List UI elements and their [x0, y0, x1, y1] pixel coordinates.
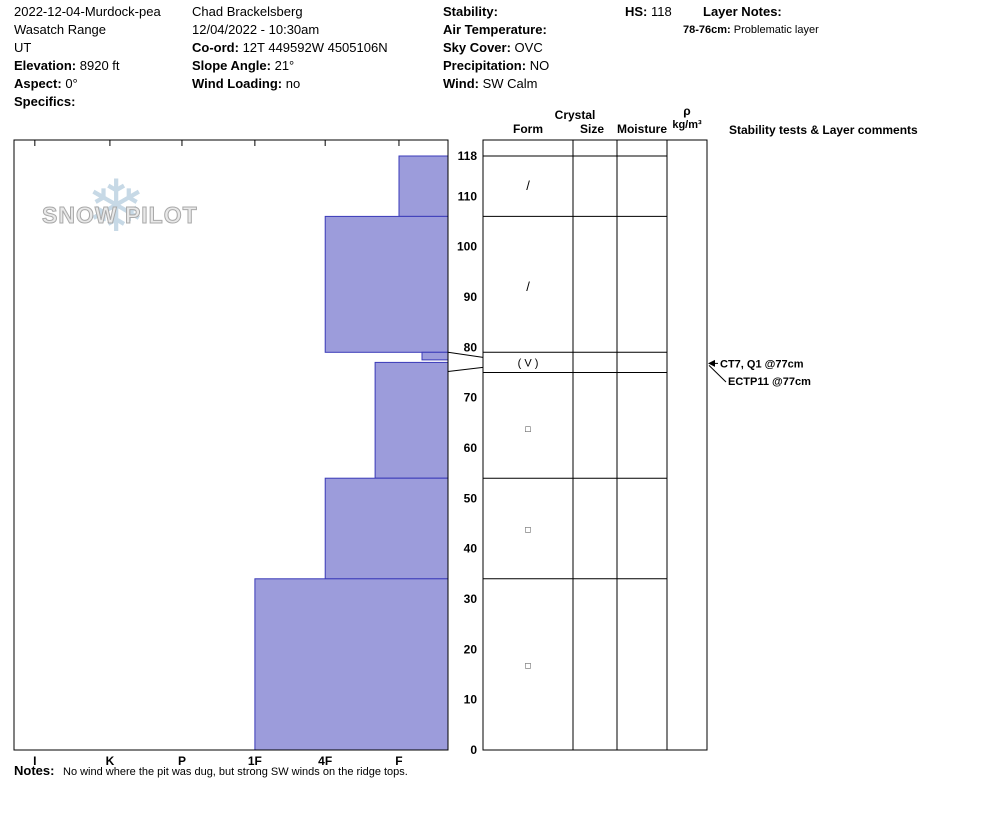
precipitation-label: Precipitation:	[443, 58, 527, 73]
state: UT	[14, 40, 32, 55]
precipitation-value: NO	[529, 58, 550, 73]
crystal-form-symbol: □	[525, 660, 531, 670]
moisture-column-header: Moisture	[616, 122, 667, 136]
depth-axis-label: 10	[464, 693, 478, 707]
crystal-form-symbol: □	[525, 424, 531, 434]
hardness-axis-label: F	[395, 754, 402, 768]
density-units-header: kg/m³	[672, 119, 702, 131]
hardness-layer-bar	[324, 215, 449, 353]
snow-height-label: HS:	[625, 4, 648, 19]
profile-frame	[13, 139, 449, 751]
wind-loading-row: Wind Loading: no	[192, 76, 300, 92]
depth-axis-label: 40	[464, 542, 478, 556]
wind-loading-label: Wind Loading:	[192, 76, 283, 91]
snow-height-value: 118	[651, 4, 672, 19]
air-temp-label: Air Temperature:	[443, 22, 547, 37]
hardness-axis-label: 1F	[248, 754, 262, 768]
sky-cover-label: Sky Cover:	[443, 40, 511, 55]
depth-axis-label: 20	[464, 642, 478, 656]
specifics-row: Specifics:	[14, 94, 75, 110]
crystal-panel-frame	[482, 139, 708, 751]
wind-loading-value: no	[285, 76, 301, 91]
depth-axis-label: 30	[464, 592, 478, 606]
depth-axis-label: 100	[457, 240, 477, 254]
hardness-axis-label: 4F	[318, 754, 332, 768]
hardness-layer-bar	[374, 361, 449, 479]
slope-angle-row: Slope Angle: 21°	[192, 58, 294, 74]
depth-axis-label: 60	[464, 441, 478, 455]
stability-tests-header: Stability tests & Layer comments	[729, 123, 918, 137]
elevation-label: Elevation:	[14, 58, 77, 73]
depth-axis-label: 110	[458, 189, 478, 203]
sky-cover-value: OVC	[514, 40, 543, 55]
layer-note-text: Problematic layer	[733, 24, 819, 36]
hardness-axis-label: P	[178, 754, 186, 768]
pit-name: 2022-12-04-Murdock-pea	[14, 4, 161, 19]
layer-notes-label: Layer Notes:	[703, 4, 782, 19]
density-rho-header: ρ	[683, 104, 691, 118]
air-temp-row: Air Temperature:	[443, 22, 547, 38]
form-column-header: Form	[513, 122, 543, 136]
elevation-row: Elevation: 8920 ft	[14, 58, 120, 74]
aspect-row: Aspect: 0°	[14, 76, 78, 92]
wind-value: SW Calm	[482, 76, 538, 91]
layer-note-depth: 78-76cm:	[683, 24, 731, 36]
crystal-form-symbol: /	[526, 178, 530, 193]
precipitation-row: Precipitation: NO	[443, 58, 549, 74]
stability-row: Stability:	[443, 4, 498, 20]
depth-axis-label: 50	[464, 491, 478, 505]
snowflake-icon: ❄	[86, 167, 147, 247]
coordinates-label: Co-ord:	[192, 40, 239, 55]
specifics-label: Specifics:	[14, 94, 76, 109]
slope-angle-value: 21°	[274, 58, 295, 73]
size-column-header: Size	[579, 122, 604, 136]
hardness-layer-bar	[324, 477, 449, 580]
aspect-label: Aspect:	[14, 76, 62, 91]
hardness-layer-bar	[398, 155, 449, 217]
hardness-layer-bar	[254, 578, 449, 751]
notes-label: Notes:	[14, 763, 55, 778]
crystal-column-header: Crystal	[554, 108, 596, 122]
elevation-value: 8920 ft	[79, 58, 120, 73]
wind-row: Wind: SW Calm	[443, 76, 538, 92]
crystal-form-symbol: /	[526, 279, 530, 294]
coordinates-row: Co-ord: 12T 449592W 4505106N	[192, 40, 388, 56]
hardness-axis-label: I	[33, 754, 36, 768]
stability-label: Stability:	[443, 4, 498, 19]
depth-axis-label: 80	[464, 340, 478, 354]
stability-test-annotation: ECTP11 @77cm	[728, 376, 811, 388]
notes-text: No wind where the pit was dug, but stron…	[63, 766, 408, 778]
observer-name: Chad Brackelsberg	[192, 4, 303, 19]
slope-angle-label: Slope Angle:	[192, 58, 271, 73]
stability-test-annotation: CT7, Q1 @77cm	[720, 358, 804, 370]
coordinates-value: 12T 449592W 4505106N	[242, 40, 388, 55]
annotation-arrowhead	[708, 359, 715, 367]
sky-cover-row: Sky Cover: OVC	[443, 40, 543, 56]
layer-connector	[447, 351, 484, 358]
crystal-form-symbol: ( V )	[518, 357, 539, 369]
mountain-range: Wasatch Range	[14, 22, 107, 37]
annotation-connector	[708, 365, 727, 383]
pit-datetime: 12/04/2022 - 10:30am	[192, 22, 320, 37]
aspect-value: 0°	[65, 76, 78, 91]
depth-axis-label: 118	[458, 149, 478, 163]
depth-axis-label: 0	[470, 743, 477, 757]
depth-axis-label: 90	[464, 290, 478, 304]
hardness-layer-bar	[421, 351, 449, 361]
snowpilot-watermark: ❄ SNOW PILOT	[38, 167, 208, 254]
layer-note-row: 78-76cm: Problematic layer	[683, 24, 819, 37]
snow-height-row: HS: 118	[625, 4, 672, 20]
wind-label: Wind:	[443, 76, 479, 91]
depth-axis-label: 70	[464, 391, 478, 405]
hardness-axis-label: K	[106, 754, 115, 768]
crystal-form-symbol: □	[525, 525, 531, 535]
watermark-text: SNOW PILOT	[42, 202, 198, 229]
layer-connector	[447, 366, 484, 372]
